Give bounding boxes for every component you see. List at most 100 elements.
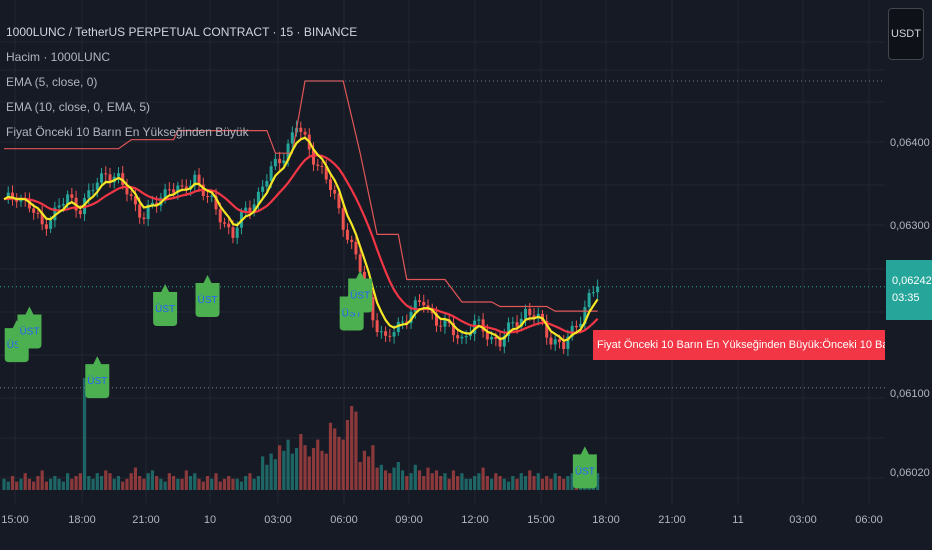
volume-bar bbox=[333, 428, 337, 490]
last-price-badge: 0,06242 03:35 bbox=[886, 260, 932, 320]
legend-ema5[interactable]: EMA (5, close, 0) bbox=[6, 75, 98, 89]
volume-bar bbox=[57, 478, 61, 490]
candle-body bbox=[197, 174, 201, 185]
volume-bar bbox=[367, 456, 371, 490]
candle-body bbox=[32, 208, 36, 213]
candle-body bbox=[405, 321, 409, 324]
volume-bar bbox=[244, 476, 248, 490]
candle-body bbox=[286, 143, 290, 161]
candle-body bbox=[167, 189, 171, 191]
candle-body bbox=[507, 322, 511, 336]
candle-body bbox=[91, 190, 95, 192]
candle-body bbox=[528, 308, 532, 316]
chart-title: 1000LUNC / TetherUS PERPETUAL CONTRACT ·… bbox=[6, 25, 358, 39]
volume-bar bbox=[417, 470, 422, 490]
candle-body bbox=[40, 212, 44, 225]
volume-bar bbox=[294, 448, 299, 490]
x-tick-label: 06:00 bbox=[855, 514, 883, 526]
volume-bar bbox=[172, 476, 176, 490]
candle-body bbox=[235, 227, 239, 238]
volume-bar bbox=[562, 478, 566, 490]
volume-bar bbox=[443, 473, 447, 490]
volume-bar bbox=[61, 481, 65, 490]
ust-marker-shape bbox=[195, 274, 220, 317]
candle-body bbox=[100, 173, 104, 183]
volume-bar bbox=[176, 478, 180, 490]
candle-body bbox=[388, 335, 392, 337]
volume-bar bbox=[116, 476, 121, 490]
volume-bar bbox=[125, 478, 129, 490]
candle-body bbox=[193, 174, 197, 186]
legend-condition[interactable]: Fiyat Önceki 10 Barın En Yükseğinden Büy… bbox=[6, 125, 249, 139]
candle-body bbox=[269, 166, 273, 182]
volume-bar bbox=[231, 478, 235, 490]
volume-bar bbox=[485, 476, 489, 490]
candle-body bbox=[231, 227, 235, 238]
x-tick-label: 03:00 bbox=[789, 514, 817, 526]
legend-volume[interactable]: Hacim · 1000LUNC bbox=[6, 50, 111, 64]
candle-body bbox=[485, 331, 489, 340]
candle-body bbox=[87, 190, 91, 199]
candle-body bbox=[511, 322, 515, 324]
candle-body bbox=[596, 286, 600, 293]
volume-bar bbox=[447, 478, 451, 490]
volume-bar bbox=[557, 476, 562, 490]
candle-body bbox=[396, 321, 400, 333]
candle-body bbox=[19, 199, 23, 202]
volume-bar bbox=[273, 459, 277, 490]
volume-bar bbox=[222, 478, 227, 490]
candle-body bbox=[583, 307, 587, 324]
volume-bar bbox=[44, 481, 48, 490]
x-tick-label: 21:00 bbox=[132, 514, 160, 526]
volume-bar bbox=[439, 476, 443, 490]
currency-button[interactable]: USDT bbox=[888, 8, 924, 60]
candle-body bbox=[222, 222, 226, 224]
volume-bar bbox=[36, 476, 40, 490]
volume-bar bbox=[320, 450, 324, 490]
candle-body bbox=[434, 313, 438, 326]
volume-bar bbox=[477, 473, 481, 490]
candle-body bbox=[443, 319, 447, 327]
volume-bar bbox=[375, 467, 379, 490]
ust-marker-label: ÜST bbox=[198, 294, 218, 306]
volume-bar bbox=[596, 473, 600, 490]
volume-bar bbox=[536, 473, 540, 490]
candle-body bbox=[36, 212, 40, 214]
y-tick-label: 0,06400 bbox=[890, 137, 930, 149]
volume-bar bbox=[95, 473, 99, 490]
candle-body bbox=[328, 179, 332, 191]
candle-body bbox=[587, 292, 591, 308]
candle-body bbox=[176, 185, 180, 193]
volume-bar bbox=[511, 476, 515, 490]
last-price-value: 0,06242 bbox=[892, 275, 932, 287]
volume-bar bbox=[146, 473, 150, 490]
candle-body bbox=[70, 194, 74, 198]
volume-bar bbox=[354, 411, 358, 490]
volume-bar bbox=[405, 476, 409, 490]
volume-bar bbox=[413, 464, 417, 490]
candle-body bbox=[502, 335, 506, 347]
legend-ema10[interactable]: EMA (10, close, 0, EMA, 5) bbox=[6, 100, 151, 114]
candle-body bbox=[316, 164, 320, 166]
volume-bar bbox=[553, 473, 557, 490]
volume-bar bbox=[464, 478, 468, 490]
candle-body bbox=[210, 195, 214, 197]
volume-bar bbox=[74, 476, 78, 490]
volume-bar bbox=[473, 476, 477, 490]
x-tick-label: 18:00 bbox=[592, 514, 620, 526]
candle-body bbox=[312, 149, 316, 165]
volume-bar bbox=[384, 470, 388, 490]
x-tick-label: 15:00 bbox=[527, 514, 555, 526]
volume-bar bbox=[133, 467, 138, 490]
volume-bar bbox=[290, 453, 294, 490]
volume-bar bbox=[23, 473, 27, 490]
volume-bar bbox=[265, 464, 269, 490]
volume-bar bbox=[371, 445, 375, 490]
volume-bar bbox=[549, 478, 553, 490]
volume-bar bbox=[112, 478, 116, 490]
candle-body bbox=[413, 300, 417, 312]
volume-bar bbox=[358, 462, 362, 490]
candle-body bbox=[248, 207, 252, 212]
ust-marker-label: ÜST bbox=[19, 326, 39, 338]
